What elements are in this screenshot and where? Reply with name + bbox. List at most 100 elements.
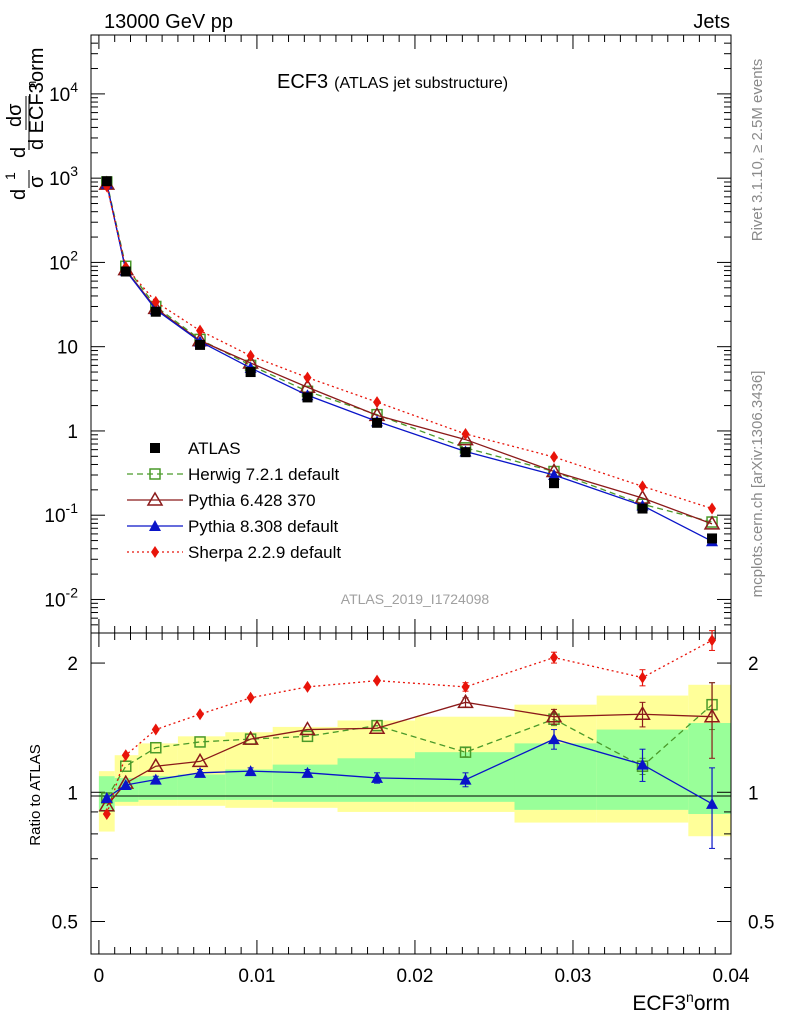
- ratio-series-pythia-6-428-370: [98, 682, 721, 812]
- data-point: [550, 451, 559, 464]
- ratio-point: [708, 634, 717, 647]
- y-tick-label: 103: [49, 163, 78, 190]
- ratio-point: [194, 736, 206, 748]
- ratio-point: [119, 778, 132, 790]
- legend-label: Sherpa 2.2.9 default: [188, 543, 341, 562]
- data-point: [707, 533, 718, 544]
- ratio-point: [548, 733, 561, 745]
- ratio-point: [301, 730, 314, 743]
- ratio-point: [120, 760, 132, 772]
- ratio-point: [461, 680, 470, 693]
- svg-text:orm: orm: [26, 48, 48, 82]
- data-point: [373, 396, 382, 409]
- ratio-point: [550, 651, 559, 664]
- ratio-point: [150, 741, 162, 754]
- ratio-point: [368, 719, 386, 734]
- data-point: [460, 447, 471, 458]
- ratio-point: [703, 708, 721, 723]
- y-tick-label: 104: [49, 79, 78, 106]
- data-point: [245, 367, 256, 378]
- y-tick-label: 102: [49, 247, 78, 274]
- ratio-point: [301, 766, 314, 778]
- legend-entry: Sherpa 2.2.9 default: [127, 543, 341, 562]
- ratio-uncertainty-bands: [98, 684, 731, 837]
- ratio-y-tick-label: 0.5: [52, 912, 78, 933]
- y-tick-label: 10: [57, 338, 78, 359]
- data-point: [708, 502, 717, 515]
- legend-label: Herwig 7.2.1 default: [188, 465, 339, 484]
- header-right: Jets: [693, 11, 730, 33]
- data-point: [638, 480, 647, 493]
- legend: ATLAS Herwig 7.2.1 default Pythia 6.428 37…: [127, 439, 341, 562]
- legend-marker: [149, 468, 161, 480]
- ratio-point: [638, 671, 647, 684]
- data-point: [246, 349, 255, 362]
- data-point: [120, 266, 131, 277]
- data-point: [703, 515, 721, 530]
- ratio-series-sherpa-2-2-9-default: [102, 630, 717, 821]
- ratio-point: [121, 749, 130, 762]
- ratio-plot-frame: [90, 632, 732, 955]
- svg-text:σ: σ: [26, 175, 48, 188]
- green-band-bin: [688, 723, 731, 815]
- ratio-point: [244, 765, 257, 777]
- ratio-series: [98, 630, 721, 849]
- ratio-point: [194, 766, 207, 778]
- legend-entry: Herwig 7.2.1 default: [127, 465, 339, 484]
- data-point: [549, 478, 560, 489]
- y-axis-label-main: d 1 σ d d ECF3 n orm dσ: [2, 48, 48, 200]
- legend-entry: Pythia 6.428 370: [127, 491, 316, 510]
- main-plot-frame: [90, 34, 732, 634]
- series-line: [106, 183, 713, 542]
- ratio-point: [100, 791, 113, 803]
- data-point: [372, 417, 383, 428]
- x-tick-label: 0.02: [396, 966, 433, 987]
- ratio-point: [373, 674, 382, 687]
- legend-marker: [151, 546, 159, 558]
- data-point: [150, 306, 161, 317]
- data-point: [457, 431, 474, 446]
- svg-text:d: d: [8, 147, 30, 158]
- legend-label: Pythia 8.308 default: [188, 517, 339, 536]
- data-point: [637, 503, 648, 514]
- x-tick-label: 0.03: [554, 966, 591, 987]
- data-point: [101, 176, 112, 187]
- ratio-point: [151, 723, 160, 736]
- data-point: [151, 295, 160, 308]
- data-point: [303, 371, 312, 384]
- series-atlas: [101, 176, 718, 544]
- ratio-line: [106, 701, 713, 807]
- ratio-point: [191, 752, 209, 768]
- ratio-point: [102, 808, 111, 821]
- svg-text:n: n: [24, 81, 39, 88]
- ratio-axis-ticks: 0 0.01 0.02 0.03 0.04 0.5 0.5 1 1 2 2: [52, 633, 774, 987]
- analysis-id: ATLAS_2019_I1724098: [341, 591, 490, 607]
- ratio-y-tick-label: 1: [67, 783, 78, 804]
- y-tick-label: 10-1: [44, 500, 78, 527]
- y-tick-label: 10-2: [44, 584, 78, 611]
- svg-text:d ECF3: d ECF3: [26, 82, 48, 150]
- svg-text:dσ: dσ: [4, 103, 26, 127]
- ratio-point: [545, 708, 563, 723]
- y-tick-label: 1: [67, 422, 78, 443]
- ratio-point: [459, 773, 472, 785]
- legend-marker: [146, 491, 164, 506]
- main-series: [98, 175, 721, 547]
- ratio-point: [634, 705, 651, 720]
- ratio-line: [106, 704, 713, 799]
- green-band-bin: [138, 776, 178, 800]
- svg-text:1: 1: [2, 172, 18, 180]
- mcplots-label: mcplots.cern.ch [arXiv:1306.3436]: [749, 371, 766, 598]
- ratio-y-tick-label-right: 1: [748, 783, 759, 804]
- ratio-point: [149, 773, 162, 785]
- ratio-point: [303, 680, 312, 693]
- ratio-line: [106, 639, 713, 815]
- ratio-point: [636, 758, 649, 770]
- ratio-point: [459, 746, 472, 758]
- legend-entry: ATLAS: [150, 439, 241, 458]
- header-left: 13000 GeV pp: [104, 11, 233, 33]
- data-point: [302, 392, 313, 403]
- svg-text:d: d: [8, 189, 30, 200]
- legend-marker: [149, 520, 161, 531]
